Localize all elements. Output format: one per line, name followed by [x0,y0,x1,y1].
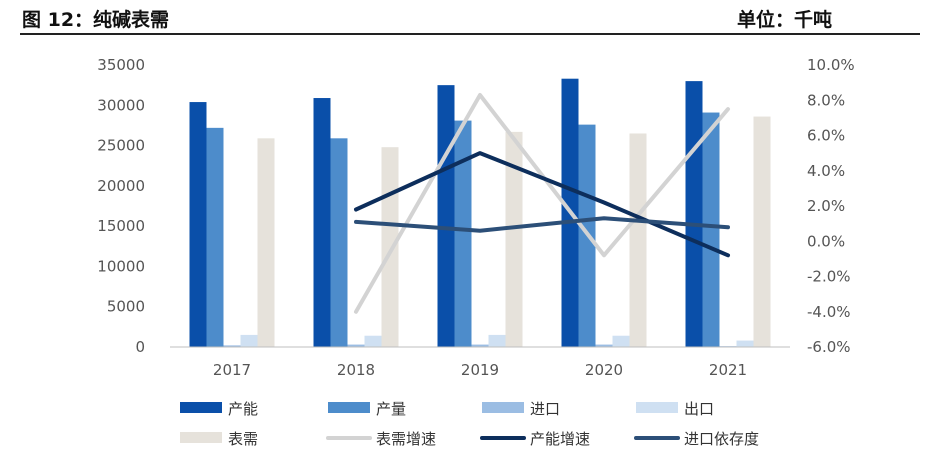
legend-item: 进口 [482,400,560,418]
y-left-tick-label: 5000 [107,298,145,316]
bar-series [189,78,771,348]
legend-item: 出口 [636,400,714,418]
x-tick-label: 2020 [585,361,623,379]
legend-label: 表需增速 [376,430,436,448]
x-tick-label: 2017 [213,361,251,379]
legend-swatch [482,402,524,413]
bar [347,344,365,347]
legend-label: 进口依存度 [684,430,759,448]
x-axis: 2017 2018 2019 2020 2021 [213,361,747,379]
legend-item: 产能增速 [480,430,590,448]
header-rule [20,33,920,35]
bar [189,102,207,347]
x-tick-label: 2021 [709,361,747,379]
bar [505,131,523,347]
y-right-tick-label: -4.0% [807,303,851,321]
legend-item: 产量 [328,400,406,418]
y-right-tick-label: 0.0% [807,232,845,250]
bar [313,98,331,347]
y-left-tick-label: 10000 [97,257,145,275]
bar [753,116,771,348]
bar [702,112,720,347]
legend-item: 产能 [180,400,258,418]
y-right-tick-label: 6.0% [807,127,845,145]
line-series [354,93,730,314]
y-left-tick-label: 20000 [97,177,145,195]
legend-swatch [180,432,222,443]
bar [330,138,348,347]
y-right-tick-label: 2.0% [807,197,845,215]
y-left-tick-label: 30000 [97,96,145,114]
bar [612,335,630,347]
legend-label: 产量 [376,400,406,418]
bar [223,345,241,347]
y-right-tick-label: -6.0% [807,338,851,356]
bar [736,340,754,347]
bar [454,120,472,347]
y-right-tick-label: -2.0% [807,268,851,286]
bar [364,335,382,347]
y-left-tick-label: 25000 [97,137,145,155]
x-tick-label: 2019 [461,361,499,379]
y-right-tick-label: 4.0% [807,162,845,180]
series-line [354,93,730,314]
legend-swatch [636,402,678,413]
legend-swatch [328,402,370,413]
bar [471,344,489,347]
legend-label: 出口 [684,400,714,418]
legend-label: 产能增速 [530,430,590,448]
bar [629,133,647,347]
series-line [354,216,730,233]
y-right-tick-label: 8.0% [807,91,845,109]
legend-item: 进口依存度 [634,430,759,448]
bar [240,334,258,347]
bar [488,334,506,347]
legend-item: 表需增速 [326,430,436,448]
left-axis: 0 5000 10000 15000 20000 25000 30000 35000 [97,56,145,356]
chart-title: 图 12：纯碱表需 [22,9,170,31]
y-left-tick-label: 0 [135,338,145,356]
y-left-tick-label: 35000 [97,56,145,74]
right-axis: -6.0% -4.0% -2.0% 0.0% 2.0% 4.0% 6.0% 8.0% 10.0% [807,56,855,356]
bar [437,85,455,348]
y-right-tick-label: 10.0% [807,56,855,74]
bar [381,147,399,347]
legend-item: 表需 [180,430,258,448]
bar [206,127,224,348]
chart-header: 图 12：纯碱表需 单位：千吨 [0,0,930,35]
x-tick-label: 2018 [337,361,375,379]
series-line [354,151,730,258]
chart-unit: 单位：千吨 [736,9,832,31]
legend-label: 表需 [228,430,258,448]
bar [595,344,613,347]
legend-swatch [180,402,222,413]
y-left-tick-label: 15000 [97,217,145,235]
bar [685,81,703,347]
bar [257,138,275,347]
legend-label: 产能 [228,400,258,418]
legend-label: 进口 [530,400,560,418]
